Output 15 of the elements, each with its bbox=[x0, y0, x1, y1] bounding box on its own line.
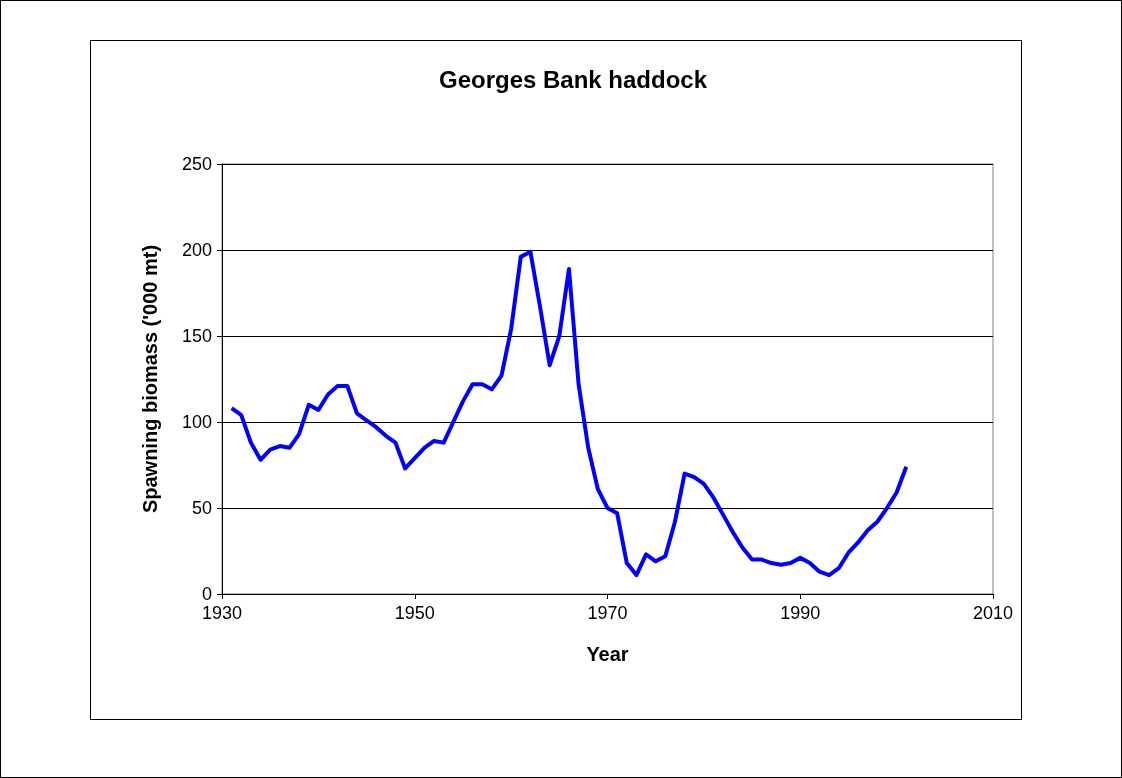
y-tick-label: 250 bbox=[181, 154, 212, 174]
x-tick-label: 1970 bbox=[587, 603, 628, 623]
x-tick-label: 1930 bbox=[201, 603, 243, 623]
x-tick-label: 2010 bbox=[972, 603, 1014, 623]
y-axis-title: Spawning biomass ('000 mt) bbox=[139, 244, 161, 514]
x-axis-title: Year bbox=[586, 643, 629, 665]
y-tick-label: 50 bbox=[191, 498, 212, 518]
x-tick-label: 1990 bbox=[780, 603, 821, 623]
x-tick-label: 1950 bbox=[394, 603, 435, 623]
chart-title: Georges Bank haddock bbox=[438, 65, 708, 93]
line-series bbox=[229, 249, 909, 578]
y-tick-label: 0 bbox=[201, 584, 212, 604]
y-tick-label: 200 bbox=[181, 240, 212, 260]
y-tick-label: 150 bbox=[181, 326, 212, 346]
y-tick-label: 100 bbox=[181, 412, 212, 432]
